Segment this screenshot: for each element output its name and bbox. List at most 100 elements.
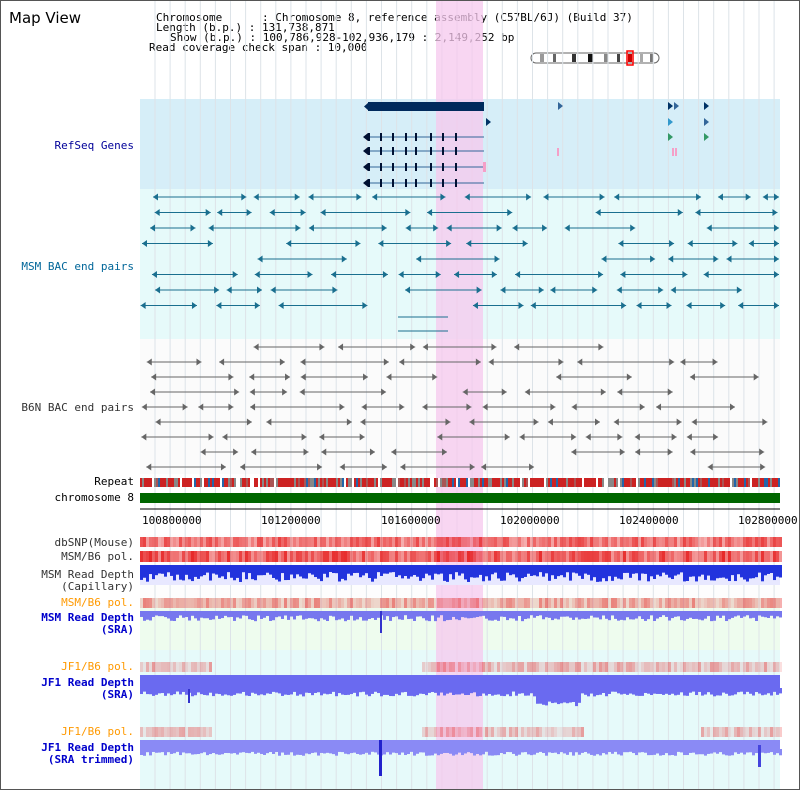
b6n-bac-end	[249, 373, 255, 381]
jf1-depth-trimmed-label[interactable]: JF1 Read Depth	[41, 741, 134, 754]
dbsnp-cell	[335, 537, 338, 547]
chromosome-track-label[interactable]: chromosome 8	[55, 491, 134, 504]
msm-depth-cap-bar	[512, 565, 515, 575]
msm-pol-sra-cell	[722, 598, 725, 608]
repeat-segment	[256, 478, 258, 487]
refseq-genes[interactable]	[363, 102, 709, 187]
msm-pol-sra-cell	[665, 598, 668, 608]
msm-depth-sra-bar	[497, 611, 500, 621]
msm-depth-cap-bar	[509, 565, 512, 576]
msm-depth-cap-bar	[182, 565, 185, 581]
exon	[380, 147, 382, 155]
repeat-segment	[626, 478, 628, 487]
msm-bac-track-label[interactable]: MSM BAC end pairs	[21, 260, 134, 273]
msm-depth-sra-bar	[344, 611, 347, 622]
msm-pol-cell	[176, 551, 179, 562]
b6n-bac-track-label[interactable]: B6N BAC end pairs	[21, 401, 134, 414]
msm-depth-cap-bar	[752, 565, 755, 579]
repeat-segment	[266, 478, 268, 487]
msm-depth-capillary-label[interactable]: MSM Read Depth	[41, 568, 134, 581]
jf1-depth-sra-bar	[533, 688, 536, 697]
depth-spike	[380, 611, 382, 633]
msm-depth-sra-label[interactable]: MSM Read Depth	[41, 611, 134, 624]
msm-depth-sra-bar	[767, 611, 770, 618]
jf1-depth-sra-bar	[596, 688, 599, 696]
jf1-pol-label[interactable]: JF1/B6 pol.	[61, 660, 134, 673]
jf1-depth-sra-bar	[722, 688, 725, 693]
msm-depth-cap-bar	[725, 565, 728, 579]
msm-pol-sra-label[interactable]: MSM/B6 pol.	[61, 596, 134, 609]
msm-pol-cell	[233, 551, 236, 562]
jf1-pol-trim-cell	[515, 727, 518, 737]
dbsnp-cell	[527, 537, 530, 547]
msm-depth-cap-bar	[581, 565, 584, 579]
jf1-pol-cell	[185, 662, 188, 672]
repeat-segment	[250, 478, 252, 487]
dbsnp-cell	[272, 537, 275, 547]
jf1-depth-trim-bar	[575, 749, 578, 753]
jf1-depth-sra-bar	[179, 688, 182, 695]
jf1-depth-trim-bar	[764, 749, 767, 754]
chromosome-ideogram[interactable]	[530, 50, 660, 66]
msm-depth-sra-bar	[749, 611, 752, 619]
repeat-segment	[742, 478, 744, 487]
repeat-segment	[664, 478, 666, 487]
refseq-track-label[interactable]: RefSeq Genes	[55, 139, 134, 152]
msm-pol-sra-cell	[638, 598, 641, 608]
msm-pol-sra-cell	[506, 598, 509, 608]
coverage-tracks[interactable]	[140, 537, 782, 776]
msm-depth-cap-bar	[293, 565, 296, 579]
repeat-segment	[404, 478, 406, 487]
jf1-depth-trim-bar	[350, 749, 353, 754]
msm-depth-cap-bar	[614, 565, 617, 577]
msm-depth-cap-bar	[383, 565, 386, 574]
dbsnp-track-label[interactable]: dbSNP(Mouse)	[55, 536, 134, 549]
chromosome-bar[interactable]	[140, 493, 780, 503]
jf1-depth-sra-bar	[299, 688, 302, 695]
msm-bac-end	[543, 193, 549, 201]
msm-pol-sra-cell	[158, 598, 161, 608]
repeat-track-label[interactable]: Repeat	[94, 475, 134, 488]
b6n-bac-end	[488, 358, 494, 366]
highlight-region[interactable]	[436, 0, 483, 790]
jf1-depth-sra-bar	[569, 688, 572, 703]
msm-depth-cap-bar	[479, 565, 482, 575]
msm-bac-pairs[interactable]	[140, 193, 779, 332]
msm-depth-cap-bar	[713, 565, 716, 581]
jf1-depth-trim-bar	[386, 749, 389, 753]
msm-depth-cap-bar	[377, 565, 380, 573]
jf1-pol-cell	[206, 662, 209, 672]
exon	[442, 133, 444, 141]
msm-pol-cell	[767, 551, 770, 562]
jf1-pol-trimmed-label[interactable]: JF1/B6 pol.	[61, 725, 134, 738]
jf1-depth-sra-bar	[626, 688, 629, 695]
repeat-segment	[634, 478, 636, 487]
b6n-bac-pairs[interactable]	[141, 343, 768, 471]
jf1-depth-sra-label[interactable]: JF1 Read Depth	[41, 676, 134, 689]
msm-pol-cell	[743, 551, 746, 562]
msm-pol-sra-cell	[353, 598, 356, 608]
msm-pol-sra-cell	[392, 598, 395, 608]
dbsnp-cell	[209, 537, 212, 547]
msm-pol-track-label[interactable]: MSM/B6 pol.	[61, 550, 134, 563]
exon	[405, 133, 407, 141]
msm-depth-sra-bar	[200, 611, 203, 618]
msm-depth-cap-bar	[497, 565, 500, 579]
jf1-depth-sra-bar	[272, 688, 275, 692]
jf1-depth-trim-bar	[317, 749, 320, 756]
jf1-depth-sra-bar	[674, 688, 677, 696]
repeat-segment	[162, 478, 164, 487]
repeat-segment	[532, 478, 534, 487]
dbsnp-cell	[302, 537, 305, 547]
b6n-bac-end	[730, 403, 736, 411]
dbsnp-cell	[149, 537, 152, 547]
msm-depth-sra-bar	[296, 611, 299, 616]
jf1-depth-sra-bar	[293, 688, 296, 692]
jf1-pol-trim-cell	[530, 727, 533, 737]
jf1-depth-trim-bar	[212, 749, 215, 754]
repeat-track[interactable]	[140, 478, 780, 487]
jf1-depth-sra-bar	[761, 688, 764, 696]
msm-pol-cell	[656, 551, 659, 562]
repeat-segment	[606, 478, 608, 487]
